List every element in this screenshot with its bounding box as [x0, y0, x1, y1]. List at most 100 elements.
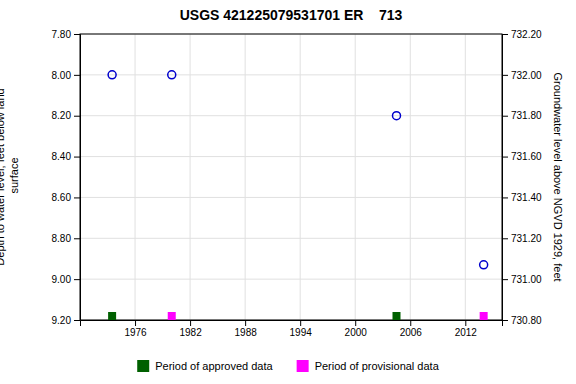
tick-mark [502, 238, 508, 239]
grid [80, 34, 502, 320]
legend-label: Period of provisional data [315, 360, 440, 372]
tick: 1994 [290, 320, 313, 338]
grid-line [80, 156, 502, 157]
legend-swatch [297, 360, 309, 372]
period-marker [108, 312, 116, 320]
tick-label: 731.00 [511, 274, 542, 285]
tick-label: 730.80 [511, 315, 542, 326]
tick-mark [502, 157, 508, 158]
tick: 2006 [400, 320, 423, 338]
tick-label: 8.00 [52, 70, 72, 81]
y2-axis: 732.20 732.00 731.80 731.60 731.40 731.20 731.… [502, 29, 542, 326]
point [168, 71, 176, 79]
tick: 731.40 [502, 192, 542, 203]
tick: 731.80 [502, 110, 542, 121]
tick: 1976 [124, 320, 147, 338]
tick-mark [74, 116, 80, 117]
tick-mark [74, 34, 80, 35]
tick: 731.60 [502, 151, 542, 162]
tick: 731.00 [502, 274, 542, 285]
grid-line [245, 34, 246, 320]
grid-line [465, 34, 466, 320]
axis-line [81, 321, 503, 327]
tick-label: 9.00 [52, 274, 72, 285]
x-axis: 1976 1982 1988 1994 2000 2006 2012 [81, 320, 503, 338]
series [168, 312, 488, 320]
title: USGS 421225079531701 ER 713 [180, 7, 403, 23]
tick-mark [74, 157, 80, 158]
tick-label: 8.60 [52, 192, 72, 203]
tick-label: 2006 [400, 327, 423, 338]
grid-line [410, 34, 411, 320]
tick-label: 731.60 [511, 151, 542, 162]
axis-line [74, 35, 81, 321]
grid-line [190, 34, 191, 320]
grid-line [80, 238, 502, 239]
legend-swatch [137, 360, 149, 372]
period-marker [168, 312, 176, 320]
series [108, 71, 488, 269]
tick: 1988 [235, 320, 258, 338]
grid-line [300, 34, 301, 320]
tick-label: 8.80 [52, 233, 72, 244]
tick-label: 8.20 [52, 110, 72, 121]
plot: 1976 1982 1988 1994 2000 2006 2012 7.80 8.00 8.20… [52, 29, 542, 338]
tick-label: 732.00 [511, 70, 542, 81]
point [393, 112, 401, 120]
chart: 1976 1982 1988 1994 2000 2006 2012 7.80 8.00 8.20… [0, 0, 576, 384]
tick-label: 2012 [455, 327, 478, 338]
period-marker [393, 312, 401, 320]
tick-mark [74, 238, 80, 239]
tick-mark [502, 279, 508, 280]
tick: 9.20 [52, 315, 80, 326]
grid-line [80, 197, 502, 198]
marks [108, 71, 488, 320]
tick: 2012 [455, 320, 478, 338]
tick: 732.00 [502, 70, 542, 81]
tick: 730.80 [502, 315, 542, 326]
y2-axis-title: Groundwater level above NGVD 1929, feet [552, 72, 564, 281]
tick: 9.00 [52, 274, 80, 285]
tick-mark [410, 320, 411, 326]
tick-label: 9.20 [52, 315, 72, 326]
series [108, 312, 400, 320]
grid-line [80, 74, 502, 75]
tick-mark [135, 320, 136, 326]
y-axis: 7.80 8.00 8.20 8.40 8.60 8.80 9.00 9.20 [52, 29, 81, 326]
tick-mark [465, 320, 466, 326]
tick: 2000 [345, 320, 368, 338]
tick: 1982 [179, 320, 202, 338]
y-axis-title: Depth to water level, feet below land su… [0, 88, 20, 265]
grid-line [80, 115, 502, 116]
tick: 732.20 [502, 29, 542, 40]
legend-item: Period of provisional data [297, 360, 440, 372]
period-marker [480, 312, 488, 320]
grid-line [80, 279, 502, 280]
tick-mark [300, 320, 301, 326]
tick-mark [502, 75, 508, 76]
tick-label: 1994 [290, 327, 313, 338]
tick: 8.00 [52, 70, 80, 81]
axis-line [503, 35, 509, 321]
tick-label: 731.20 [511, 233, 542, 244]
tick-label: 731.80 [511, 110, 542, 121]
tick-label: 2000 [345, 327, 368, 338]
tick-label: 8.40 [52, 151, 72, 162]
tick-mark [74, 75, 80, 76]
tick-label: 732.20 [511, 29, 542, 40]
tick: 7.80 [52, 29, 80, 40]
tick-mark [355, 320, 356, 326]
point [108, 71, 116, 79]
tick-mark [74, 279, 80, 280]
tick: 731.20 [502, 233, 542, 244]
tick-label: 731.40 [511, 192, 542, 203]
tick-mark [74, 197, 80, 198]
tick-mark [245, 320, 246, 326]
legend-label: Period of approved data [155, 360, 273, 372]
tick: 8.20 [52, 110, 80, 121]
legend: Period of approved data Period of provisi… [137, 360, 439, 372]
tick: 8.40 [52, 151, 80, 162]
tick-mark [502, 197, 508, 198]
tick-mark [502, 116, 508, 117]
point [480, 261, 488, 269]
